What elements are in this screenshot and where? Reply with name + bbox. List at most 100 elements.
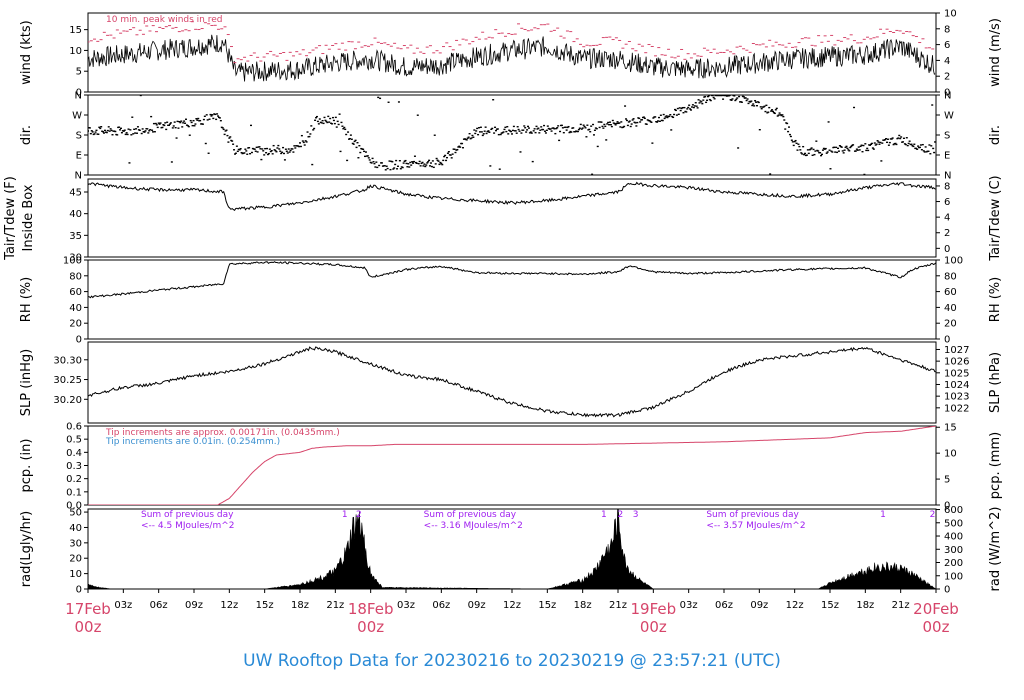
day-summary-line1: Sum of previous day	[141, 510, 234, 520]
y-tick-label: 5	[76, 67, 82, 78]
y-axis-label: wind (kts)	[19, 20, 34, 84]
y2-tick-label: N	[944, 91, 951, 102]
y2-tick-label: 2	[944, 228, 950, 239]
y-tick-label: 0.2	[66, 474, 82, 485]
panel-temp: 30 35 40 45 0 2 4 6 8 Tair/Tdew (F) Inside Box Tair…	[3, 175, 1003, 263]
y2-tick-label: 0	[944, 88, 950, 99]
pcp-annotation-2: Tip increments are 0.01in. (0.254mm.)	[105, 437, 280, 447]
y-tick-label: 0.4	[66, 448, 82, 459]
chart-caption: UW Rooftop Data for 20230216 to 20230219…	[243, 651, 781, 671]
y-axis-label: dir.	[19, 125, 34, 145]
series-pcp-line	[88, 426, 936, 505]
x-hour-label: 12z	[220, 600, 238, 611]
x-date-hour-label: 00z	[640, 618, 667, 636]
y-tick-label: N	[75, 91, 82, 102]
panel-rad: 010203040500100200300400500600rad(Lgly/h…	[19, 505, 1003, 596]
series-temp-line	[88, 181, 936, 211]
day-summary-line1: Sum of previous day	[706, 510, 799, 520]
y2-tick-label: 20	[944, 319, 957, 330]
series-rad-area	[88, 509, 936, 589]
y2-tick-label: 1023	[944, 392, 969, 403]
x-date-label: 17Feb	[65, 600, 111, 618]
y2-tick-label: 10	[944, 449, 957, 460]
x-hour-label: 06z	[715, 600, 733, 611]
y-axis-label: SLP (inHg)	[19, 349, 34, 417]
y-tick-label: 40	[69, 523, 82, 534]
day-marker: 3	[633, 510, 639, 520]
x-date-hour-label: 00z	[357, 618, 384, 636]
y2-axis-label: pcp. (mm)	[988, 432, 1003, 499]
y2-tick-label: 40	[944, 303, 957, 314]
y2-tick-label: 10	[944, 9, 957, 20]
panel-frame	[87, 178, 937, 258]
y-tick-label: 10	[69, 569, 82, 580]
y2-tick-label: 6	[944, 40, 950, 51]
y2-tick-label: 0	[944, 585, 950, 596]
y2-tick-label: 0	[944, 335, 950, 346]
day-summary-line1: Sum of previous day	[424, 510, 517, 520]
x-hour-label: 09z	[468, 600, 486, 611]
y2-tick-label: 1025	[944, 368, 969, 379]
x-date-label: 18Feb	[348, 600, 394, 618]
x-hour-label: 18z	[291, 600, 309, 611]
y-tick-label: 35	[69, 231, 82, 242]
x-hour-label: 21z	[609, 600, 627, 611]
y-tick-label: 15	[69, 25, 82, 36]
y-tick-label: N	[75, 171, 82, 182]
y2-tick-label: 100	[944, 256, 963, 267]
series-wind-line	[88, 34, 936, 82]
y-axis-label: rad(Lgly/hr)	[19, 511, 34, 587]
y2-tick-label: 60	[944, 287, 957, 298]
series-slp-line	[88, 346, 936, 418]
y2-axis-label: dir.	[988, 125, 1003, 145]
y2-tick-label: 2	[944, 72, 950, 83]
x-hour-label: 06z	[432, 600, 450, 611]
x-date-label: 20Feb	[913, 600, 959, 618]
panel-pcp: 0.0 0.1 0.2 0.3 0.4 0.5 0.6 0 5 10 15 pcp. (in) pcp.…	[19, 422, 1003, 512]
y-tick-label: 30.30	[53, 355, 82, 366]
series-rh-line	[88, 261, 936, 299]
x-hour-label: 09z	[185, 600, 203, 611]
y2-tick-label: S	[944, 131, 950, 142]
y2-axis-label: rad (W/m^2)	[988, 507, 1003, 592]
y2-tick-label: 8	[944, 181, 950, 192]
y-tick-label: 20	[69, 319, 82, 330]
y2-tick-label: 80	[944, 271, 957, 282]
day-marker: 1	[601, 510, 607, 520]
plot-area	[88, 181, 936, 211]
y2-tick-label: 15	[944, 423, 957, 434]
y-tick-label: 45	[69, 188, 82, 199]
y-tick-label: W	[72, 111, 82, 122]
y2-tick-label: 400	[944, 532, 963, 543]
y2-tick-label: 0	[944, 244, 950, 255]
plot-area	[88, 95, 936, 175]
panel-rh: 0 20 40 60 80 100 0 20 40 60 80 100 RH (%) RH (%)	[19, 256, 1003, 346]
x-hour-label: 06z	[150, 600, 168, 611]
panel-frame	[87, 259, 937, 340]
y-axis-label: RH (%)	[19, 277, 34, 322]
plot-area	[88, 21, 936, 82]
y-tick-label: S	[76, 131, 82, 142]
y2-tick-label: 6	[944, 197, 950, 208]
y-axis-label-2: Inside Box	[21, 184, 36, 251]
y-axis-label: pcp. (in)	[19, 439, 34, 493]
y-tick-label: 0.6	[66, 422, 82, 433]
y-tick-label: 0.3	[66, 461, 82, 472]
x-hour-label: 03z	[397, 600, 415, 611]
x-date-hour-label: 00z	[923, 618, 950, 636]
y-tick-label: 0	[76, 88, 82, 99]
day-summary-line2: <-- 4.5 MJoules/m^2	[141, 521, 235, 531]
y2-tick-label: E	[944, 151, 950, 162]
y-tick-label: 0.1	[66, 487, 82, 498]
y-tick-label: 100	[63, 256, 82, 267]
day-marker: 2	[930, 510, 936, 520]
y2-tick-label: 5	[944, 475, 950, 486]
x-hour-label: 18z	[856, 600, 874, 611]
plot-area	[88, 261, 936, 299]
y-tick-label: 0	[76, 585, 82, 596]
y-tick-label: 30	[69, 538, 82, 549]
day-marker: 1	[342, 510, 348, 520]
